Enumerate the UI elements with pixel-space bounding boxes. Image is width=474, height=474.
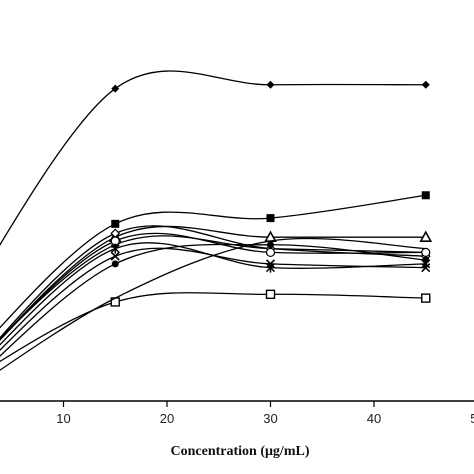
data-point [110,251,120,261]
series-line [0,70,430,246]
series-line [0,232,431,341]
x-tick-label: 50 [470,411,474,426]
x-tick-label: 30 [263,411,277,426]
data-point [421,293,431,303]
plot-area [0,70,433,371]
series-curve [0,225,426,341]
x-axis-ticks: 10 20 30 40 50 [56,401,474,426]
series-curve [0,70,426,246]
series-curve [0,247,426,351]
data-point [422,256,430,264]
x-tick-label: 40 [367,411,381,426]
data-point [111,260,119,268]
series-line [0,241,430,357]
series-curve [0,194,426,329]
series-curve [0,237,426,371]
series-curve [0,235,426,340]
data-point [111,219,120,228]
series-line [0,235,430,340]
series-curve [0,242,426,346]
series-line [0,247,431,351]
data-point [421,191,430,200]
data-point [111,84,120,93]
series-line [0,289,431,363]
series-line [0,191,430,329]
data-point [421,263,431,273]
x-tick-label: 10 [56,411,70,426]
data-point [421,247,431,258]
x-tick-label: 20 [160,411,174,426]
series-line [0,225,433,341]
series-curve [0,232,426,341]
data-point [266,214,275,223]
series-curve [0,243,426,357]
data-point [266,80,275,89]
data-point [110,243,120,254]
series-line [0,237,426,371]
series-line [0,225,431,339]
data-point [419,230,433,242]
series-line [0,242,431,346]
data-point [267,241,274,249]
data-point [421,80,430,89]
x-axis-title: Concentration (μg/mL) [171,444,310,459]
data-point [265,247,276,258]
series-curve [0,292,426,363]
data-point [265,259,276,269]
data-point [265,289,276,300]
series-curve [0,225,426,339]
